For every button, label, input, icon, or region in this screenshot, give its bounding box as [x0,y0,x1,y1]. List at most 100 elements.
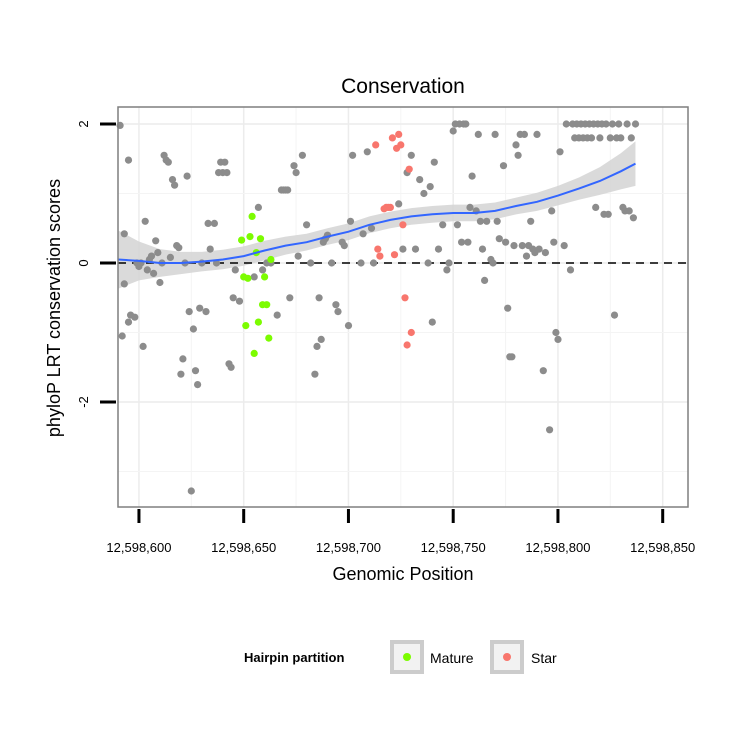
point-other [164,158,172,166]
point-other [187,487,195,495]
y-axis-label: phyloP LRT conservation scores [44,179,64,437]
point-other [141,217,149,225]
point-mature [267,255,275,264]
point-other [493,217,501,225]
point-other [439,221,447,229]
point-other [166,253,174,261]
point-other [139,342,147,350]
point-star [372,141,380,149]
point-other [539,367,547,375]
point-other [424,259,432,267]
y-tick-label: 2 [76,120,91,127]
point-other [332,301,340,309]
point-other [566,266,575,274]
chart-title: Conservation [341,75,465,98]
point-mature [256,235,265,243]
point-other [183,172,191,180]
point-other [449,127,457,135]
point-other [290,162,298,170]
legend-dot-mature [403,653,411,661]
point-other [118,332,126,340]
point-other [367,224,376,232]
point-other [298,151,306,159]
point-other [168,176,177,184]
point-other [562,120,570,128]
point-other [357,259,365,267]
point-other [541,249,550,257]
point-other [596,134,604,142]
point-other [235,297,244,305]
point-other [210,219,218,227]
legend-label-star: Star [531,650,557,666]
point-other [602,120,610,128]
point-other [206,245,214,253]
point-other [204,219,212,227]
point-other [315,294,323,302]
point-other [428,318,436,326]
point-other [604,210,612,218]
point-other [514,151,522,159]
x-tick-label: 12,598,700 [316,540,381,555]
point-other [606,134,614,142]
point-other [284,186,292,194]
point-other [334,308,342,316]
point-other [615,120,623,128]
point-other [227,363,235,371]
point-other [221,158,229,166]
point-other [420,189,428,198]
legend-key-mature [390,640,424,674]
point-star [374,245,382,253]
point-other [550,238,558,246]
point-other [231,266,239,274]
point-other [548,207,556,215]
point-mature [248,212,256,220]
point-other [229,294,237,302]
point-other [476,217,484,225]
point-star [405,165,413,173]
point-other [502,238,510,246]
x-tick-label: 12,598,750 [421,540,486,555]
point-other [434,245,443,253]
point-mature [244,274,252,282]
point-other [592,203,600,211]
point-other [273,311,281,319]
point-other [458,238,466,246]
y-tick-label: 0 [76,259,91,266]
point-other [286,294,294,302]
point-other [147,252,156,260]
point-other [560,242,568,250]
point-other [171,181,179,189]
point-other [177,370,185,378]
point-other [508,353,516,361]
point-other [445,259,453,267]
point-other [131,313,139,321]
legend: Hairpin partition Mature Star [244,640,557,674]
point-other [363,148,371,156]
point-other [294,252,302,260]
point-other [489,259,497,267]
point-mature [254,318,262,326]
point-other [185,308,193,316]
point-other [194,381,202,389]
point-star [390,251,399,259]
point-other [317,335,325,343]
point-other [453,221,461,229]
point-other [254,203,262,211]
point-other [179,355,187,363]
point-other [552,328,560,337]
point-other [124,318,133,326]
point-other [223,169,231,177]
x-tick-label: 12,598,650 [211,540,276,555]
point-other [510,242,518,250]
point-other [623,120,631,128]
point-other [495,235,503,243]
point-other [395,200,403,208]
confidence-band [118,141,636,289]
point-other [430,158,438,166]
point-mature [250,349,258,357]
point-other [556,148,564,156]
point-other [627,134,635,142]
point-other [370,259,378,267]
point-other [518,242,526,250]
